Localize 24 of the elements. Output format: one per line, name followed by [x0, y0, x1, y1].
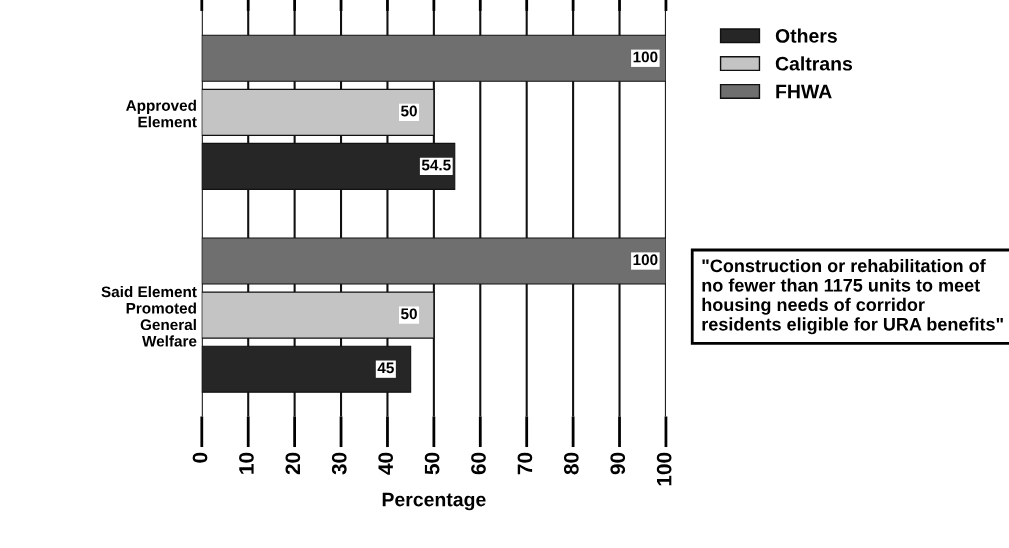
x-tick-label: 40 [378, 452, 394, 475]
data-label: 50 [401, 308, 417, 320]
x-tick-label: 0 [192, 452, 208, 463]
data-label: 100 [633, 254, 658, 266]
x-axis-title: Percentage [382, 492, 486, 511]
legend-label: FHWA [776, 84, 832, 99]
y-tick-label: Approved Element [126, 99, 197, 128]
data-label: 45 [377, 362, 394, 374]
legend-label: Others [775, 28, 837, 43]
x-tick-label: 100 [656, 452, 672, 486]
x-tick-label: 30 [331, 452, 347, 475]
x-tick-label: 80 [563, 452, 579, 475]
x-tick-label: 70 [517, 452, 533, 475]
x-tick-label: 90 [610, 452, 626, 475]
x-tick-label: 10 [239, 452, 254, 474]
legend-label: Caltrans [775, 56, 853, 71]
y-tick-label: Said Element Promoted General Welfare [101, 285, 197, 347]
data-label: 50 [401, 105, 417, 117]
data-label: 54.5 [421, 159, 451, 171]
x-tick-label: 50 [424, 452, 440, 475]
text: "Construction or rehabilitation of no fewer than 1175 units to meet housing needs of corridor residents eligible for URA benefits" [702, 258, 1003, 335]
x-tick-label: 60 [471, 452, 486, 475]
data-label: 100 [633, 51, 658, 63]
x-tick-label: 20 [285, 452, 301, 475]
